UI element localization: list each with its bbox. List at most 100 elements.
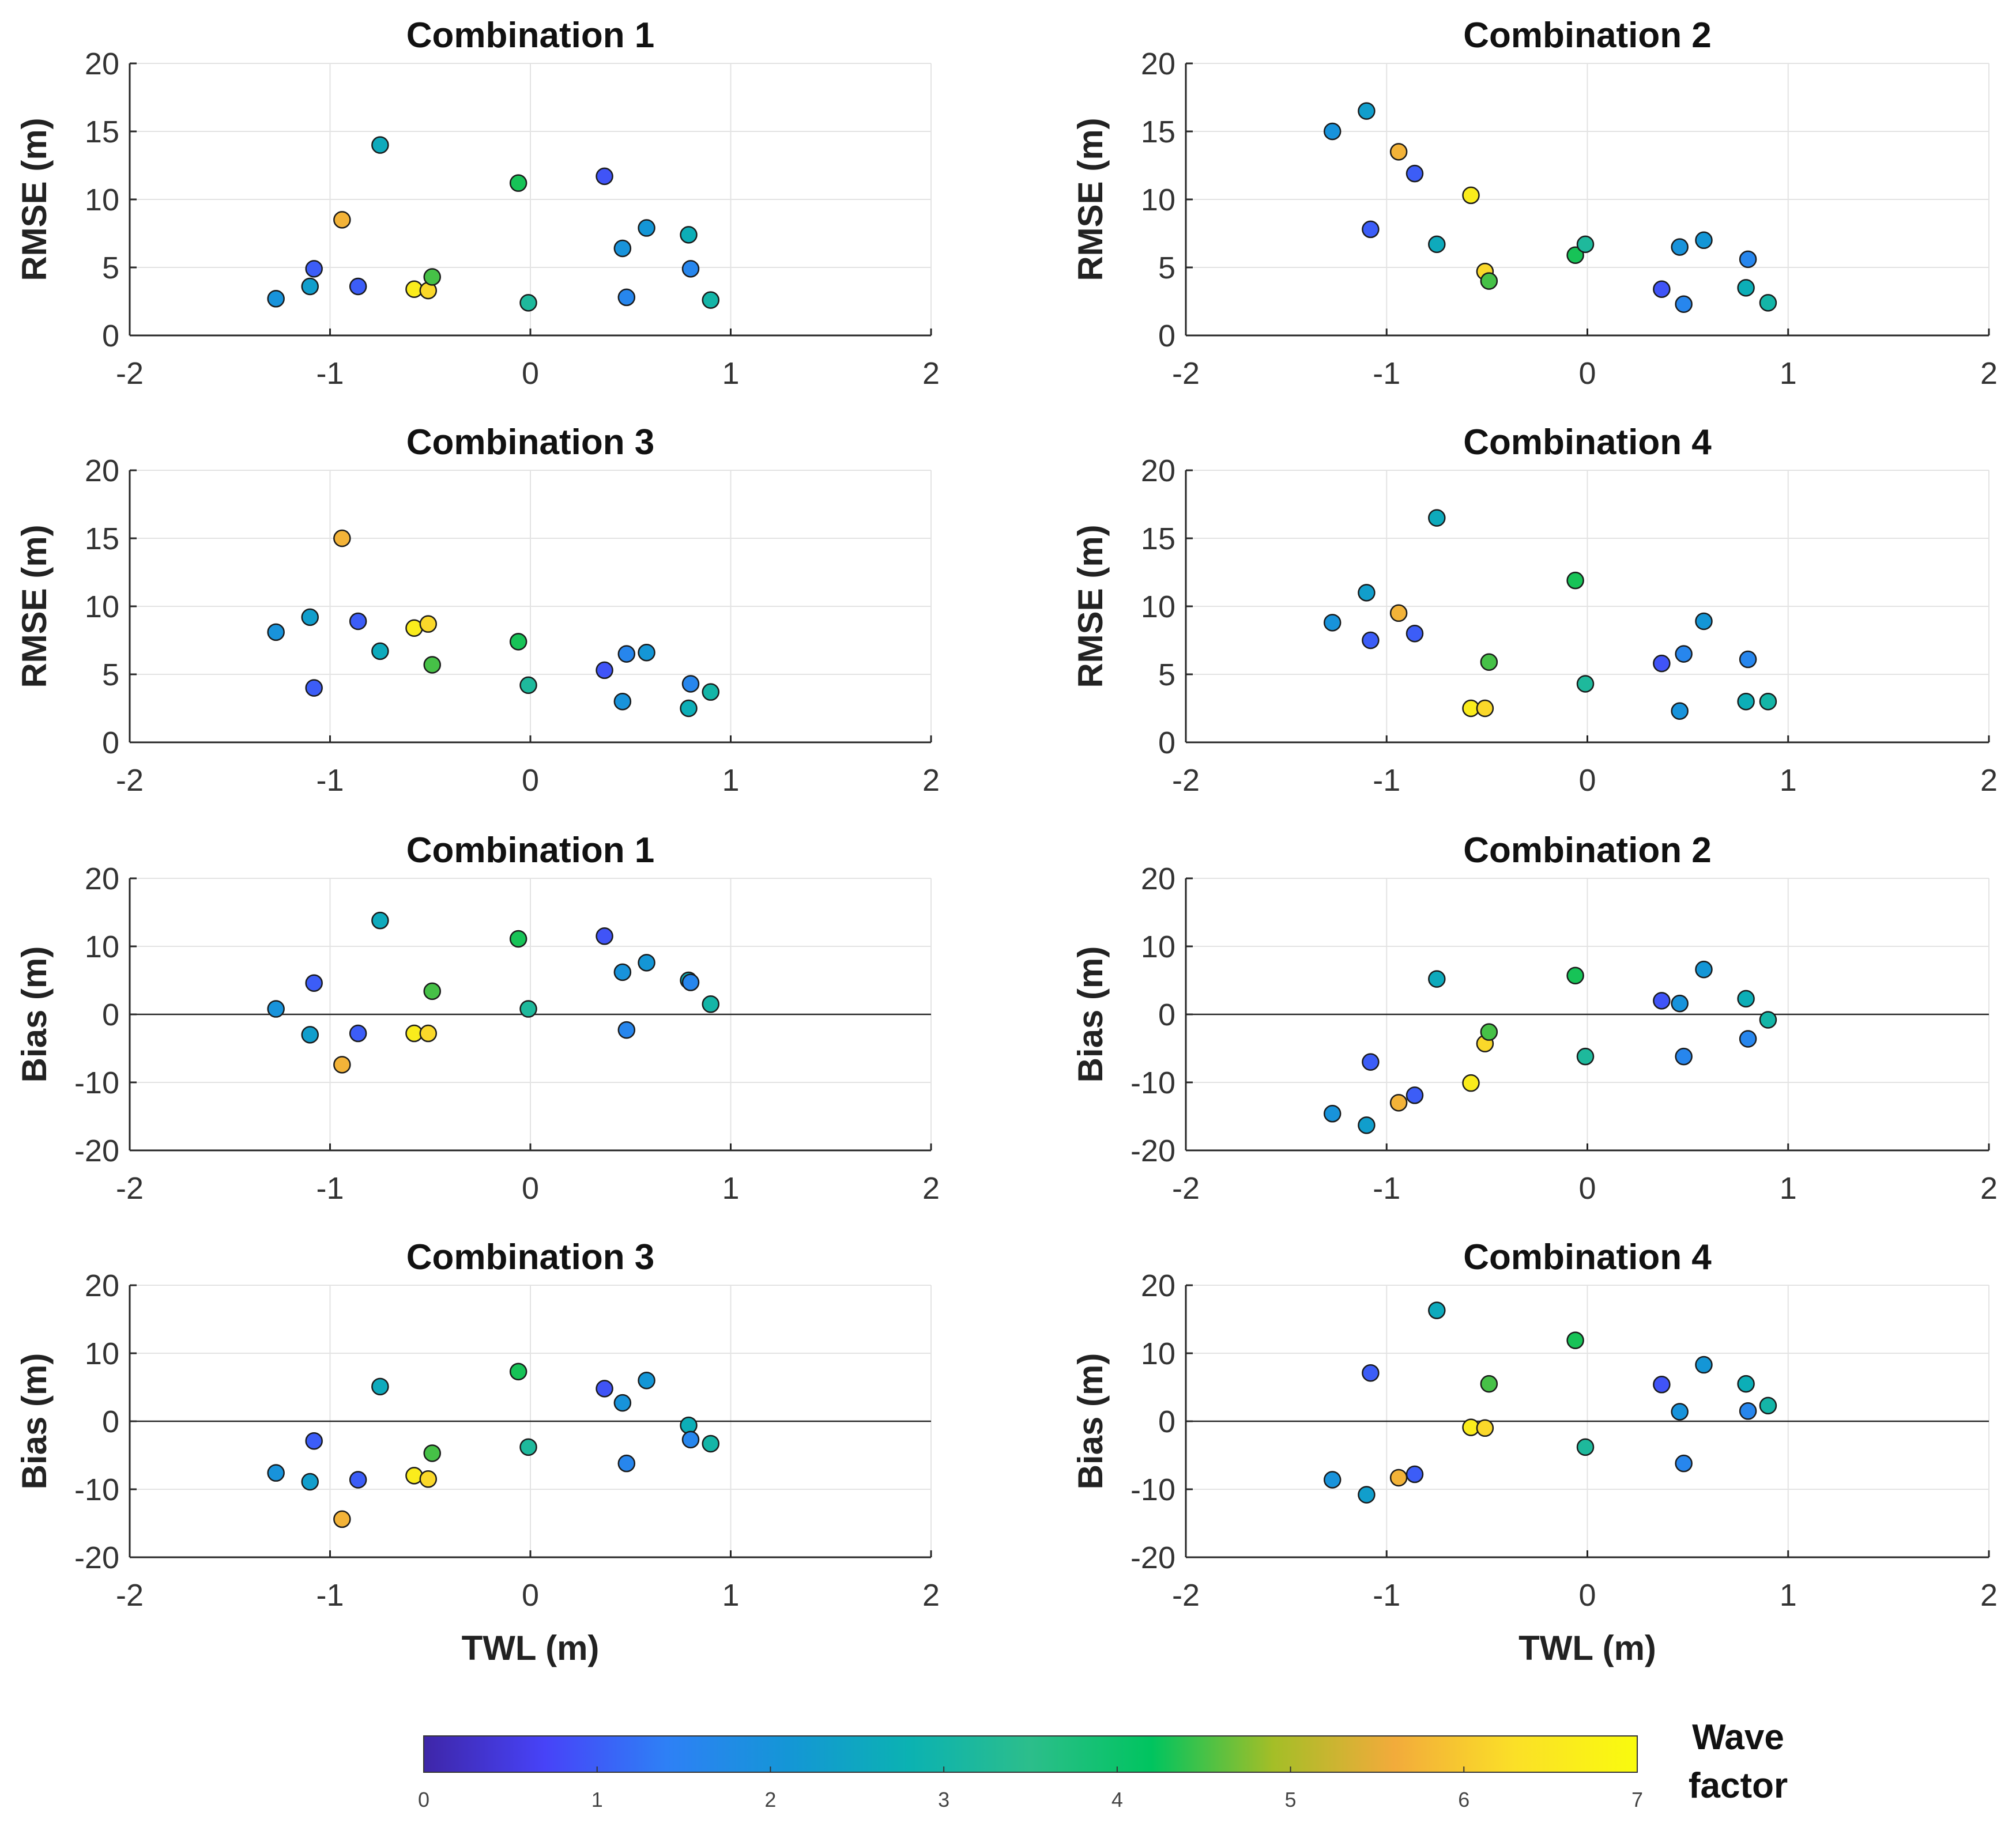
y-tick-label: -10 (74, 1473, 119, 1507)
data-point (267, 1000, 285, 1018)
data-point (1566, 967, 1584, 984)
data-point (305, 1432, 323, 1450)
data-point (613, 239, 632, 258)
data-point (1476, 1419, 1494, 1437)
data-point (596, 1380, 613, 1398)
data-point (301, 608, 319, 626)
data-point (1653, 1376, 1671, 1394)
y-tick-label: 10 (85, 930, 119, 964)
colorbar-tick-label: 5 (1285, 1788, 1297, 1811)
data-point (333, 1510, 351, 1528)
data-point (267, 623, 285, 641)
data-point (596, 661, 613, 680)
x-tick-label: 1 (722, 1578, 739, 1613)
y-tick-label: 20 (1141, 1269, 1175, 1303)
data-point (423, 982, 441, 1001)
data-point (638, 219, 655, 237)
y-tick-label: 10 (85, 590, 119, 624)
x-tick-label: 2 (1980, 356, 1998, 391)
x-axis-label: TWL (m) (462, 1629, 600, 1667)
colorbar-tick-label: 4 (1111, 1788, 1123, 1811)
x-tick-label: 1 (1780, 763, 1797, 798)
data-point (1389, 143, 1408, 161)
data-point (1358, 102, 1376, 120)
data-point (349, 277, 367, 296)
data-point (1759, 1011, 1777, 1029)
y-tick-label: 5 (102, 251, 119, 285)
colorbar-tick-label: 1 (591, 1788, 603, 1811)
y-tick-label: 15 (85, 115, 119, 149)
x-tick-label: 1 (1780, 1171, 1797, 1206)
panel-title: Combination 3 (406, 1237, 655, 1277)
y-tick-label: 0 (1158, 319, 1175, 353)
data-point (349, 1471, 367, 1489)
data-point (371, 911, 389, 930)
y-axis-label: RMSE (m) (1071, 524, 1110, 688)
x-tick-label: 2 (922, 1578, 940, 1613)
data-point (1428, 235, 1446, 254)
data-point (1323, 1471, 1342, 1489)
data-point (423, 656, 441, 674)
data-point (1739, 250, 1757, 269)
x-tick-label: 1 (722, 1171, 739, 1206)
y-tick-label: -20 (1131, 1541, 1175, 1575)
data-point (305, 260, 323, 278)
data-point (681, 260, 700, 278)
data-point (702, 1435, 719, 1453)
y-tick-label: 10 (1141, 1337, 1175, 1371)
y-tick-label: 10 (1141, 590, 1175, 624)
colorbar-gradient (423, 1735, 1638, 1773)
data-point (509, 930, 527, 948)
data-point (349, 1024, 367, 1043)
y-tick-label: 5 (1158, 658, 1175, 692)
data-point (1671, 238, 1689, 256)
data-point (1358, 1486, 1376, 1504)
x-tick-label: -1 (316, 356, 344, 391)
data-point (301, 277, 319, 296)
data-point (613, 1394, 632, 1412)
colorbar-tick-label: 3 (938, 1788, 949, 1811)
data-point (680, 699, 698, 718)
y-axis-label: RMSE (m) (15, 524, 54, 688)
data-point (333, 211, 351, 229)
data-point (1566, 1331, 1584, 1349)
data-point (617, 1021, 636, 1039)
data-point (1358, 1116, 1376, 1134)
y-tick-label: 0 (1158, 998, 1175, 1032)
data-point (1653, 280, 1671, 299)
y-axis-label: RMSE (m) (15, 118, 54, 281)
y-tick-label: 0 (102, 998, 119, 1032)
data-point (423, 1444, 441, 1462)
data-point (1653, 654, 1671, 673)
data-point (1480, 272, 1498, 290)
data-point (1737, 692, 1755, 711)
y-tick-label: 20 (1141, 454, 1175, 488)
data-point (1358, 584, 1376, 602)
data-point (333, 529, 351, 548)
x-tick-label: -1 (316, 1578, 344, 1613)
data-point (349, 612, 367, 631)
x-tick-label: 2 (922, 356, 940, 391)
x-tick-label: -2 (116, 763, 144, 798)
data-point (1323, 122, 1342, 141)
data-point (596, 167, 613, 186)
y-tick-label: -20 (74, 1134, 119, 1168)
x-tick-label: -2 (1172, 356, 1200, 391)
data-point (301, 1473, 319, 1491)
x-tick-label: -1 (1373, 1171, 1400, 1206)
data-point (1759, 294, 1777, 312)
x-tick-label: -2 (116, 1578, 144, 1613)
x-tick-label: 0 (522, 1578, 539, 1613)
y-tick-label: 0 (1158, 726, 1175, 760)
data-point (1428, 1301, 1446, 1319)
data-point (1576, 235, 1595, 254)
data-point (1576, 1047, 1595, 1066)
x-tick-label: 0 (1578, 1578, 1596, 1613)
x-tick-label: -1 (1373, 1578, 1400, 1613)
data-point (613, 963, 632, 982)
y-tick-label: 20 (1141, 862, 1175, 896)
